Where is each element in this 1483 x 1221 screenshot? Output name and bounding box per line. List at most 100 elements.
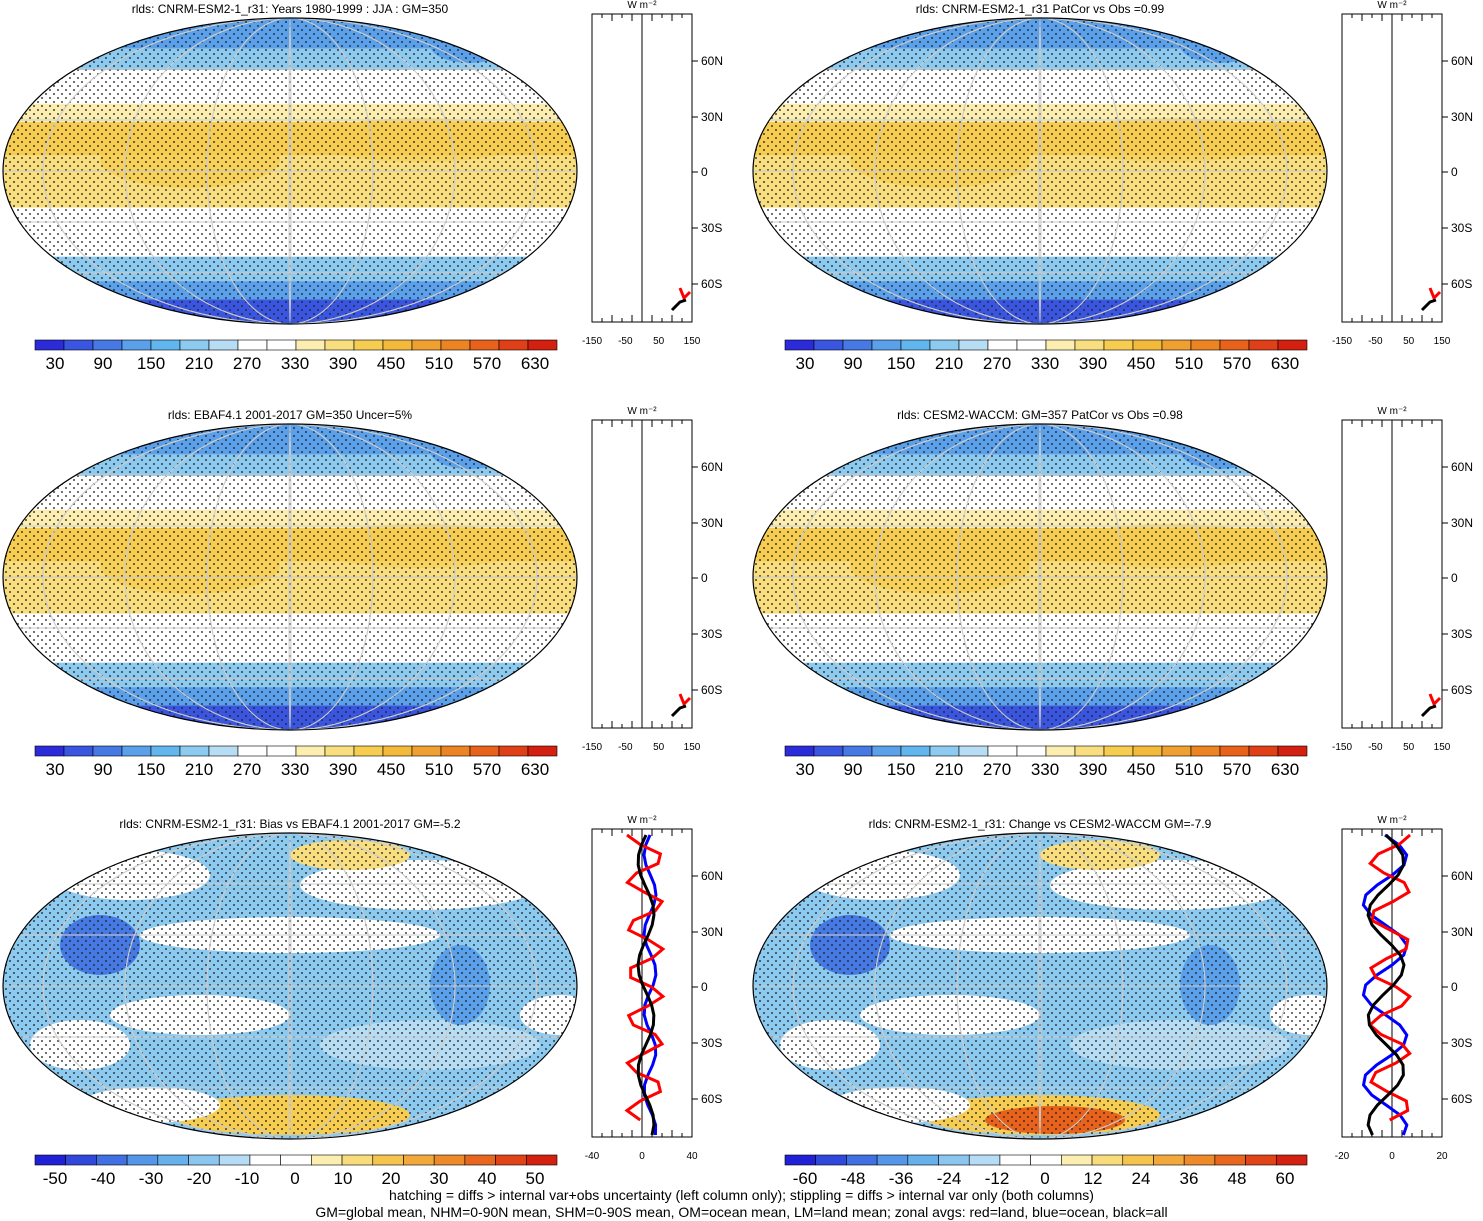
zonal-curve bbox=[678, 693, 692, 707]
colorbar-swatch bbox=[324, 745, 355, 757]
zonal-curve bbox=[1428, 693, 1442, 707]
colorbar-swatch bbox=[150, 339, 181, 351]
colorbar-swatch bbox=[218, 1154, 251, 1166]
latitude-label: 30N bbox=[1451, 925, 1474, 939]
zonal-mean-plot bbox=[1341, 419, 1448, 729]
colorbar-swatch bbox=[1122, 1154, 1154, 1166]
colorbar-swatch bbox=[1061, 1154, 1093, 1166]
latitude-label: 30S bbox=[1451, 221, 1473, 235]
zonal-curve bbox=[624, 833, 666, 1122]
colorbar-label: -30 bbox=[138, 1169, 164, 1188]
latitude-label: 60N bbox=[701, 869, 724, 883]
colorbar-label: 24 bbox=[1131, 1169, 1151, 1188]
latitude-label: 30N bbox=[1451, 516, 1474, 530]
colorbar-swatch bbox=[63, 745, 94, 757]
colorbar-swatch bbox=[784, 339, 815, 351]
zonal-curve bbox=[636, 834, 656, 1136]
colorbar-label: 330 bbox=[280, 760, 310, 779]
colorbar-swatch bbox=[433, 1154, 466, 1166]
colorbar bbox=[784, 1154, 1308, 1166]
colorbar-swatch bbox=[784, 745, 815, 757]
zonal-tick-label: -150 bbox=[1331, 336, 1352, 347]
colorbar-swatch bbox=[1219, 745, 1250, 757]
colorbar-label: 270 bbox=[232, 760, 262, 779]
colorbar-label: 30 bbox=[45, 760, 65, 779]
colorbar-swatch bbox=[440, 745, 471, 757]
colorbar-label: 510 bbox=[424, 354, 454, 373]
colorbar-label: 630 bbox=[520, 760, 550, 779]
latitude-label: 30N bbox=[701, 925, 724, 939]
colorbar-swatch bbox=[999, 1154, 1031, 1166]
map-panel-6: rlds: CNRM-ESM2-1_r31: Change vs CESM2-W… bbox=[750, 815, 1483, 1215]
latitude-label: 30N bbox=[701, 516, 724, 530]
colorbar-label: 40 bbox=[477, 1169, 497, 1188]
colorbar-swatch bbox=[527, 745, 558, 757]
latitude-label: 60S bbox=[1451, 277, 1473, 291]
colorbar bbox=[34, 1154, 558, 1166]
colorbar-label: 450 bbox=[376, 354, 406, 373]
colorbar-label: 90 bbox=[843, 760, 863, 779]
colorbar-label: 210 bbox=[184, 354, 214, 373]
colorbar-swatch bbox=[1190, 339, 1221, 351]
zonal-tick-label: 0 bbox=[639, 1151, 645, 1162]
zonal-curve bbox=[1361, 833, 1409, 1136]
zonal-tick-label: 150 bbox=[683, 742, 701, 753]
map-panel-5: rlds: CNRM-ESM2-1_r31: Bias vs EBAF4.1 2… bbox=[0, 815, 733, 1215]
colorbar-label: -50 bbox=[42, 1169, 68, 1188]
colorbar-label: 570 bbox=[472, 354, 502, 373]
zonal-units: W m⁻² bbox=[627, 406, 657, 417]
panel-title: rlds: CESM2-WACCM: GM=357 PatCor vs Obs … bbox=[897, 408, 1183, 422]
latitude-label: 60N bbox=[701, 54, 724, 68]
colorbar-swatch bbox=[1161, 339, 1192, 351]
colorbar-swatch bbox=[237, 745, 268, 757]
map-field bbox=[753, 18, 1327, 324]
colorbar-label: 390 bbox=[1078, 354, 1108, 373]
latitude-label: 60N bbox=[1451, 460, 1474, 474]
colorbar-swatch bbox=[208, 745, 239, 757]
latitude-label: 30N bbox=[701, 110, 724, 124]
colorbar-swatch bbox=[188, 1154, 220, 1166]
colorbar-swatch bbox=[96, 1154, 128, 1166]
latitude-label: 30S bbox=[701, 627, 723, 641]
map-field bbox=[753, 833, 1327, 1139]
zonal-tick-label: -50 bbox=[618, 742, 633, 753]
colorbar-swatch bbox=[846, 1154, 878, 1166]
colorbar-swatch bbox=[179, 745, 210, 757]
colorbar-swatch bbox=[464, 1154, 496, 1166]
colorbar-swatch bbox=[813, 745, 844, 757]
colorbar-label: 10 bbox=[333, 1169, 353, 1188]
colorbar-label: 36 bbox=[1179, 1169, 1199, 1188]
zonal-mean-plot bbox=[591, 828, 698, 1138]
colorbar-swatch bbox=[871, 745, 902, 757]
colorbar-label: 270 bbox=[232, 354, 262, 373]
colorbar-swatch bbox=[938, 1154, 970, 1166]
zonal-tick-label: -150 bbox=[581, 336, 602, 347]
map-field bbox=[753, 424, 1327, 730]
colorbar-label: 150 bbox=[886, 760, 916, 779]
panel-title: rlds: CNRM-ESM2-1_r31: Years 1980-1999 :… bbox=[131, 2, 449, 16]
map-outline bbox=[2, 17, 578, 325]
latitude-label: 0 bbox=[701, 165, 708, 179]
colorbar-label: 12 bbox=[1083, 1169, 1103, 1188]
colorbar bbox=[784, 339, 1308, 351]
colorbar-swatch bbox=[249, 1154, 281, 1166]
latitude-label: 30S bbox=[1451, 1036, 1473, 1050]
colorbar-swatch bbox=[63, 339, 94, 351]
colorbar-swatch bbox=[440, 339, 471, 351]
colorbar-label: 150 bbox=[136, 760, 166, 779]
map-panel-2: rlds: CNRM-ESM2-1_r31 PatCor vs Obs =0.9… bbox=[750, 0, 1483, 400]
colorbar-swatch bbox=[813, 339, 844, 351]
zonal-tick-label: 40 bbox=[686, 1151, 698, 1162]
colorbar-swatch bbox=[34, 1154, 67, 1166]
colorbar-label: 210 bbox=[934, 354, 964, 373]
map-svg bbox=[2, 13, 698, 351]
latitude-label: 60N bbox=[1451, 869, 1474, 883]
colorbar-label: 0 bbox=[1040, 1169, 1050, 1188]
colorbar-swatch bbox=[871, 339, 902, 351]
zonal-curve bbox=[1420, 704, 1437, 718]
colorbar-swatch bbox=[1103, 745, 1134, 757]
zonal-mean-plot bbox=[591, 13, 698, 323]
colorbar bbox=[34, 745, 558, 757]
colorbar-swatch bbox=[876, 1154, 909, 1166]
latitude-label: 30S bbox=[701, 221, 723, 235]
